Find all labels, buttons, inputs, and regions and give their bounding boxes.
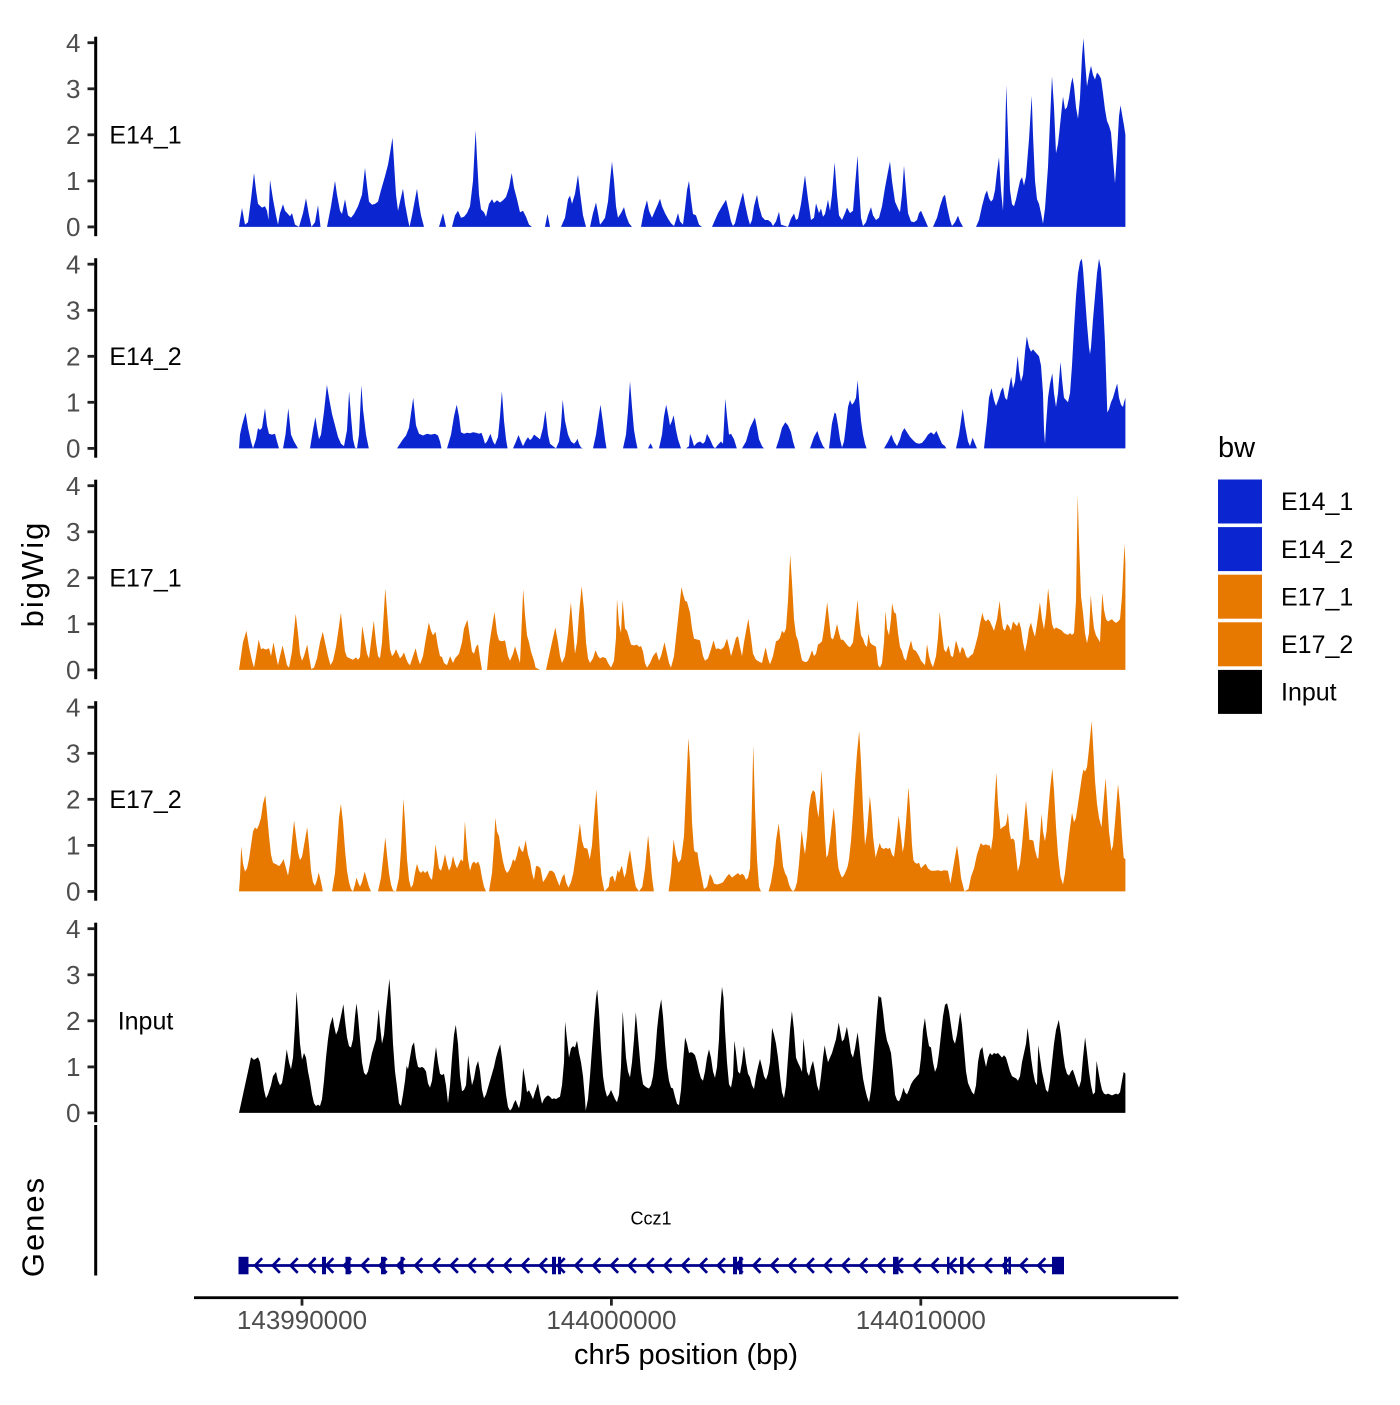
svg-text:2: 2 <box>66 785 80 815</box>
svg-text:Input: Input <box>1281 679 1337 707</box>
svg-text:144000000: 144000000 <box>546 1305 676 1335</box>
svg-text:bw: bw <box>1218 432 1256 464</box>
svg-text:chr5 position (bp): chr5 position (bp) <box>574 1339 798 1371</box>
svg-text:4: 4 <box>66 28 80 58</box>
svg-text:3: 3 <box>66 517 80 547</box>
svg-text:1: 1 <box>66 388 80 418</box>
svg-text:0: 0 <box>66 212 80 242</box>
svg-text:0: 0 <box>66 877 80 907</box>
svg-text:E17_2: E17_2 <box>1281 631 1353 659</box>
svg-text:4: 4 <box>66 471 80 501</box>
svg-text:Ccz1: Ccz1 <box>630 1209 671 1229</box>
svg-text:2: 2 <box>66 120 80 150</box>
svg-text:E14_2: E14_2 <box>1281 536 1353 564</box>
svg-text:3: 3 <box>66 960 80 990</box>
svg-text:2: 2 <box>66 1006 80 1036</box>
svg-text:1: 1 <box>66 166 80 196</box>
svg-text:4: 4 <box>66 249 80 279</box>
svg-text:1: 1 <box>66 609 80 639</box>
svg-text:4: 4 <box>66 692 80 722</box>
svg-text:E14_1: E14_1 <box>109 122 181 150</box>
svg-text:1: 1 <box>66 831 80 861</box>
svg-text:0: 0 <box>66 655 80 685</box>
svg-text:143990000: 143990000 <box>237 1305 367 1335</box>
svg-text:E17_1: E17_1 <box>109 565 181 593</box>
svg-text:E14_1: E14_1 <box>1281 488 1353 516</box>
svg-text:E17_1: E17_1 <box>1281 583 1353 611</box>
svg-text:bigWig: bigWig <box>15 521 50 628</box>
svg-text:Genes: Genes <box>16 1176 51 1277</box>
svg-text:1: 1 <box>66 1052 80 1082</box>
svg-text:144010000: 144010000 <box>856 1305 986 1335</box>
svg-text:2: 2 <box>66 563 80 593</box>
svg-text:0: 0 <box>66 434 80 464</box>
svg-text:2: 2 <box>66 342 80 372</box>
svg-text:0: 0 <box>66 1098 80 1128</box>
svg-text:4: 4 <box>66 914 80 944</box>
svg-text:3: 3 <box>66 295 80 325</box>
svg-text:E14_2: E14_2 <box>109 343 181 371</box>
svg-text:3: 3 <box>66 74 80 104</box>
svg-text:E17_2: E17_2 <box>109 786 181 814</box>
svg-text:Input: Input <box>118 1008 174 1036</box>
svg-text:3: 3 <box>66 739 80 769</box>
